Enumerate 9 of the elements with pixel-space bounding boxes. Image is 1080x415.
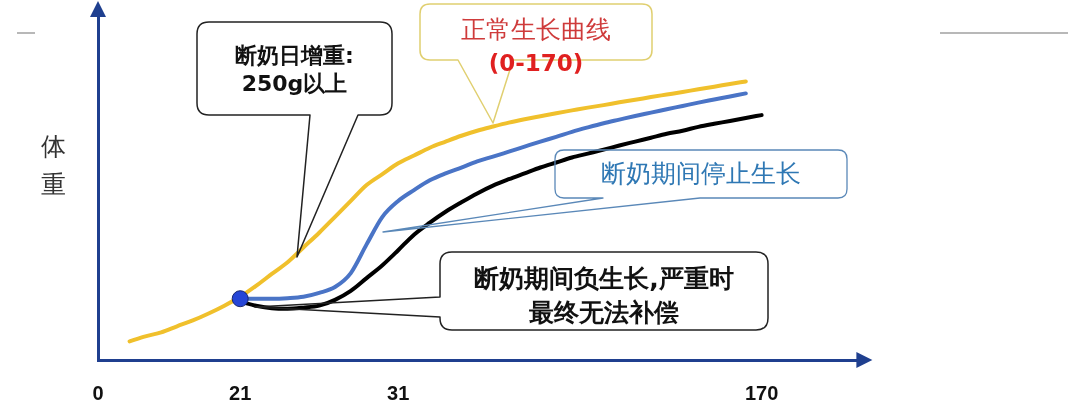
x-tick-label: 0 [92, 381, 104, 404]
text: 正常生长曲线 (0-170) [460, 13, 612, 79]
x-tick-label: 21 [229, 381, 252, 404]
y-axis-title: 体重 [40, 131, 67, 201]
annotation: 断奶期间负生长,严重时最终无法补偿 [473, 263, 735, 329]
annotation: 断奶期间停止生长 [600, 157, 802, 190]
x-tick-label: 31 [387, 381, 410, 404]
annotation: 断奶日增重: 250g以上 [234, 41, 355, 98]
x-tick-label: 170 [744, 381, 779, 404]
